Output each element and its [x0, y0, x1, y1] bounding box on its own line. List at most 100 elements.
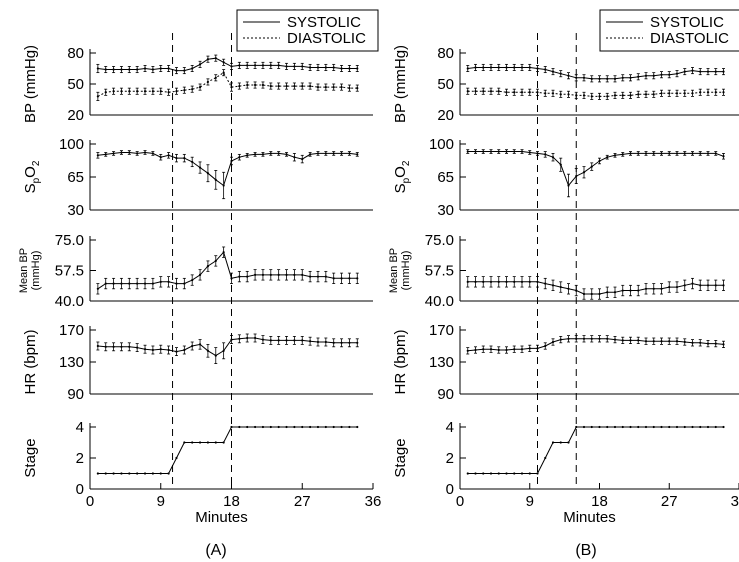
y-tick-label: 75.0 — [425, 232, 454, 249]
data-point — [575, 174, 578, 178]
x-tick-label: 9 — [526, 493, 534, 510]
subplot-stage: 0 2 4 Stage — [392, 419, 739, 498]
data-point — [277, 273, 280, 276]
data-point — [675, 285, 679, 289]
data-point — [691, 152, 694, 155]
data-point — [309, 275, 312, 278]
subplot-hr: 90 130 170 HR (bpm) — [22, 322, 373, 403]
data-point — [285, 84, 288, 88]
y-tick-label: 40.0 — [425, 293, 454, 310]
y-tick-label: 40.0 — [55, 293, 84, 310]
data-point — [112, 90, 115, 93]
data-point — [143, 348, 147, 351]
data-point — [528, 472, 531, 475]
data-point — [253, 425, 257, 429]
subplot-map: 40.0 57.5 75.0 Mean BP (mmHg) — [18, 232, 373, 310]
data-point — [613, 94, 617, 97]
data-point — [293, 65, 296, 68]
data-point — [261, 273, 265, 276]
series-line-stage — [467, 426, 724, 474]
data-point — [691, 341, 694, 344]
data-point — [167, 348, 170, 352]
data-point — [590, 95, 593, 98]
data-point — [528, 280, 531, 283]
data-point — [324, 86, 327, 89]
data-point — [120, 151, 123, 154]
data-point — [120, 472, 123, 475]
data-point — [660, 425, 663, 429]
data-point — [301, 157, 304, 161]
data-point — [159, 90, 162, 93]
y-axis-label: SpO2 — [392, 160, 412, 193]
data-point — [159, 280, 162, 283]
data-point — [340, 152, 343, 155]
data-point — [128, 151, 131, 154]
subplot-stage: 0 2 4 Stage — [22, 419, 373, 498]
data-point — [466, 349, 469, 352]
data-point — [489, 66, 493, 69]
data-point — [136, 346, 139, 349]
series-line-mean-bp — [467, 281, 724, 295]
data-point — [316, 66, 320, 69]
data-point — [348, 425, 351, 429]
x-tick-label: 27 — [294, 493, 311, 510]
data-point — [668, 73, 671, 76]
data-point — [699, 91, 702, 94]
y-axis-label: Stage — [22, 438, 39, 477]
data-point — [128, 472, 131, 475]
data-point — [293, 84, 296, 88]
data-point — [513, 91, 516, 94]
data-point — [104, 345, 107, 348]
subplot-bp: 20 50 80 BP (mmHg) — [22, 45, 373, 124]
data-point — [699, 152, 702, 155]
data-point — [151, 282, 154, 285]
data-point — [112, 472, 115, 475]
data-point — [482, 90, 485, 93]
data-point — [191, 88, 194, 91]
data-point — [474, 280, 477, 283]
data-point — [567, 337, 570, 340]
data-point — [598, 159, 601, 163]
data-point — [293, 425, 296, 429]
data-point — [253, 64, 257, 67]
data-point — [559, 285, 562, 289]
data-point — [505, 472, 508, 475]
data-point — [340, 67, 343, 70]
data-point — [96, 344, 99, 348]
data-point — [606, 156, 609, 159]
data-point — [151, 472, 154, 475]
x-axis-label: Minutes — [563, 509, 616, 526]
data-point — [606, 95, 609, 98]
data-point — [332, 341, 335, 344]
data-point — [706, 425, 710, 429]
data-point — [183, 157, 186, 160]
data-point — [590, 77, 593, 80]
data-point — [285, 425, 288, 429]
data-point — [348, 277, 351, 280]
data-point — [528, 347, 531, 350]
data-point — [301, 273, 304, 276]
data-point — [520, 91, 524, 94]
data-point — [621, 76, 624, 79]
data-point — [706, 342, 710, 345]
data-point — [309, 340, 312, 343]
data-point — [567, 93, 570, 96]
y-tick-label: 30 — [67, 202, 84, 219]
data-point — [332, 152, 335, 155]
data-point — [683, 340, 686, 344]
data-point — [520, 472, 524, 475]
data-point — [520, 280, 524, 283]
data-point — [159, 67, 162, 70]
data-point — [683, 70, 686, 73]
series-line-spo2 — [467, 151, 724, 187]
y-tick-label: 2 — [446, 450, 454, 467]
data-point — [466, 280, 469, 283]
data-point — [482, 280, 485, 283]
data-point — [505, 91, 508, 94]
data-point — [497, 280, 500, 283]
data-point — [104, 91, 107, 94]
data-point — [136, 68, 139, 71]
data-point — [675, 152, 679, 155]
